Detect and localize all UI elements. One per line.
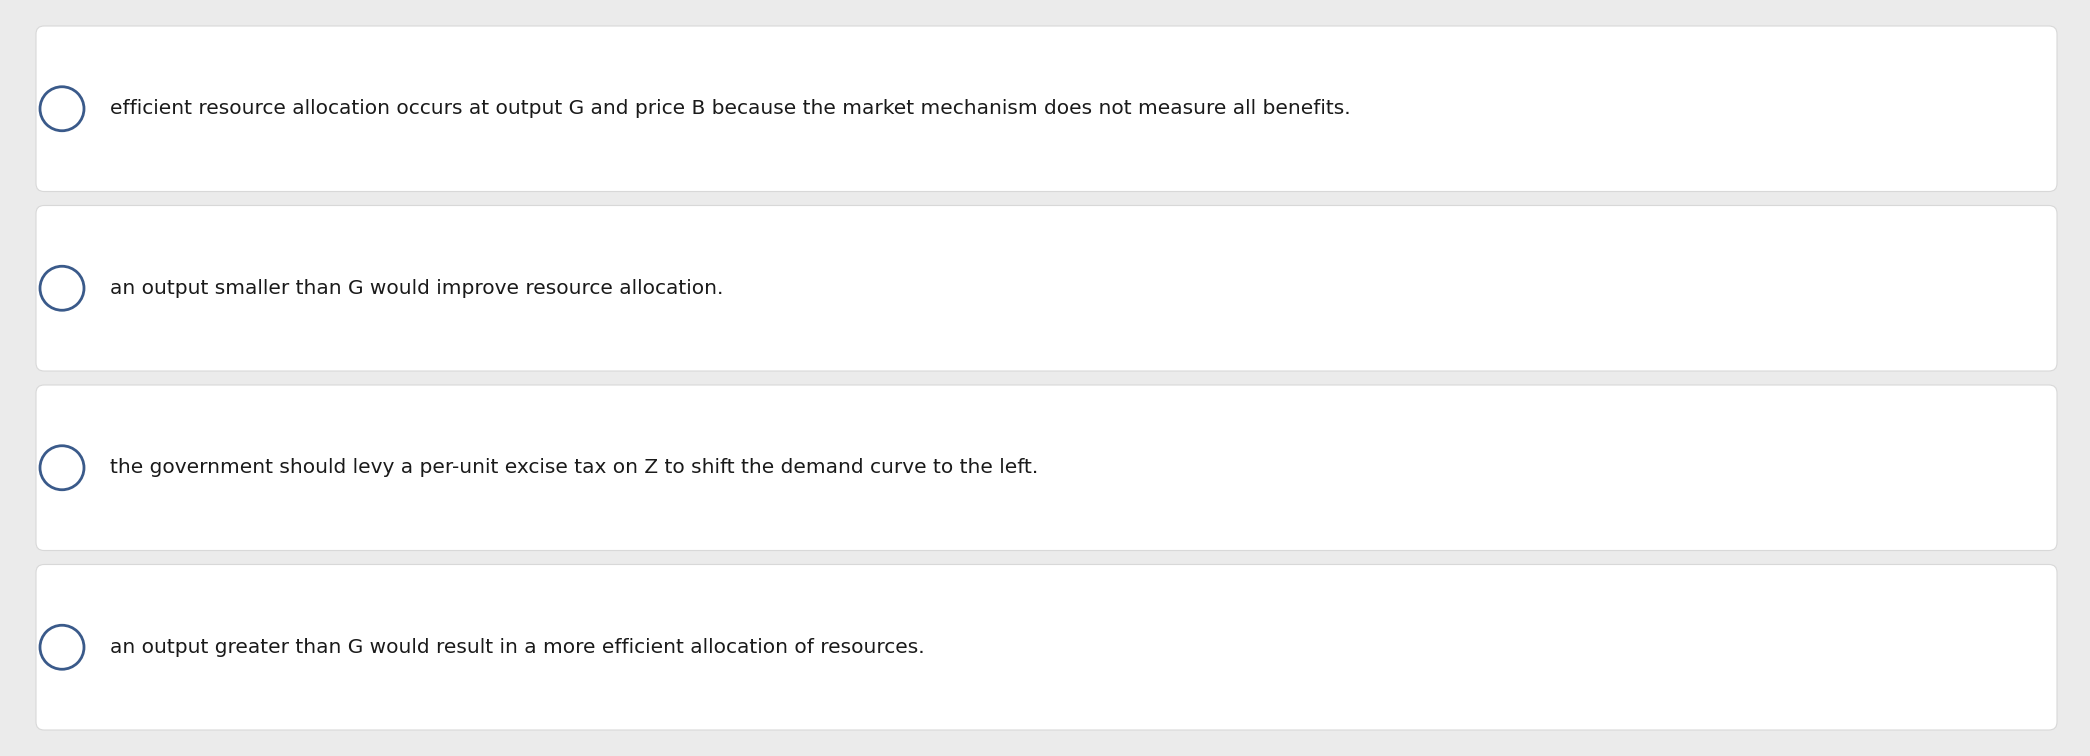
Text: efficient resource allocation occurs at output G and price B because the market : efficient resource allocation occurs at … <box>111 99 1350 118</box>
Ellipse shape <box>40 446 84 490</box>
Text: an output smaller than G would improve resource allocation.: an output smaller than G would improve r… <box>111 279 723 298</box>
Ellipse shape <box>40 87 84 131</box>
Text: an output greater than G would result in a more efficient allocation of resource: an output greater than G would result in… <box>111 638 924 657</box>
FancyBboxPatch shape <box>36 206 2057 371</box>
Ellipse shape <box>40 625 84 669</box>
Ellipse shape <box>40 266 84 310</box>
FancyBboxPatch shape <box>36 385 2057 550</box>
FancyBboxPatch shape <box>36 565 2057 730</box>
FancyBboxPatch shape <box>36 26 2057 191</box>
Text: the government should levy a per-unit excise tax on Z to shift the demand curve : the government should levy a per-unit ex… <box>111 458 1039 477</box>
